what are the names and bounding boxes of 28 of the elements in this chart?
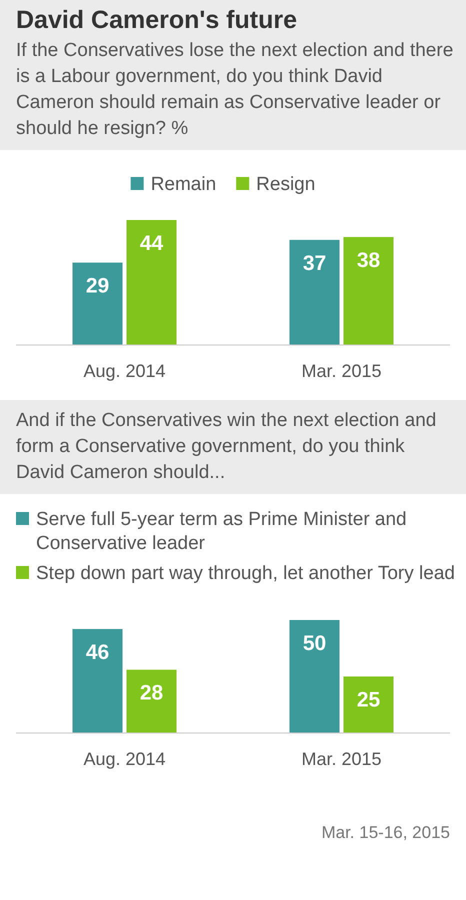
chart-subtitle: If the Conservatives lose the next election and there is a Labour government, do you think David Cameron should remain as Conservative leader or should he resign? % xyxy=(16,40,454,139)
x-tick-label: Mar. 2015 xyxy=(301,749,382,769)
legend-label: Serve full 5-year term as Prime Minister and Conservative leader xyxy=(36,509,407,554)
bar xyxy=(344,676,394,733)
data-label: 38 xyxy=(356,249,380,272)
bar xyxy=(72,262,122,345)
legend-label: Resign xyxy=(256,174,316,195)
bar xyxy=(290,620,340,733)
data-label: 37 xyxy=(302,252,326,275)
legend-label: Remain xyxy=(150,174,216,195)
bar xyxy=(126,220,176,345)
bar xyxy=(344,237,394,345)
bar xyxy=(290,240,340,345)
x-tick-label: Aug. 2014 xyxy=(83,749,166,769)
data-label: 46 xyxy=(86,641,110,664)
data-label: 50 xyxy=(302,632,326,655)
text: Mar. 15-16, 2015 xyxy=(321,823,450,842)
legend-label: Step down part way through, let another Tory lead xyxy=(36,563,455,584)
x-tick-label: Aug. 2014 xyxy=(83,361,166,381)
chart-title: David Cameron's future xyxy=(16,6,298,34)
data-label: 44 xyxy=(140,232,164,255)
x-tick-label: Mar. 2015 xyxy=(301,361,382,381)
chart-subtitle: And if the Conservatives win the next election and form a Conservative government, do you think David Cameron should... xyxy=(16,410,436,483)
data-label: 28 xyxy=(140,682,164,705)
data-label: 29 xyxy=(86,274,110,298)
bar xyxy=(72,629,122,733)
bar xyxy=(126,670,176,733)
data-label: 25 xyxy=(356,688,380,712)
